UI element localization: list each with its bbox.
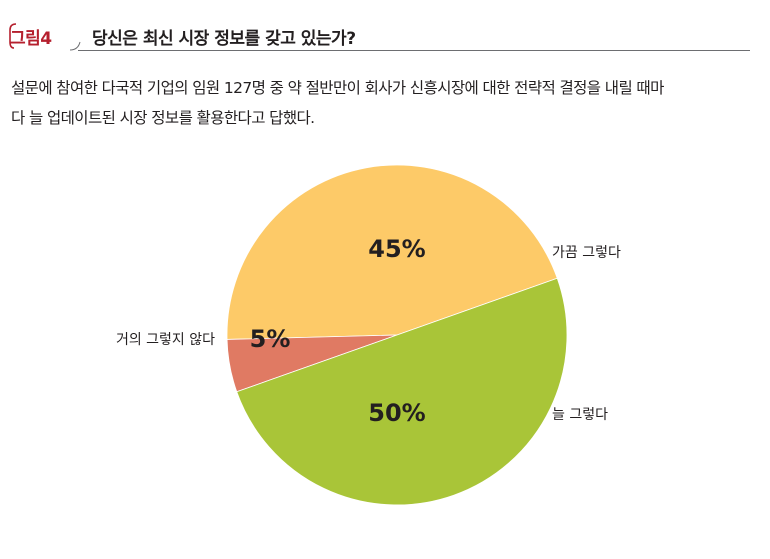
slice-always <box>236 277 568 506</box>
header-bracket-decoration <box>9 23 81 51</box>
slice-label-rarely: 거의 그렇지 않다 <box>116 332 215 348</box>
description-line-2: 다 늘 업데이트된 시장 정보를 활용한다고 답했다. <box>11 109 315 127</box>
slice-label-often: 가끔 그렇다 <box>552 245 621 261</box>
figure-title: 당신은 최신 시장 정보를 갖고 있는가? <box>92 29 356 49</box>
figure-description: 설문에 참여한 다국적 기업의 임원 127명 중 약 절반만이 회사가 신흥시… <box>11 73 761 133</box>
description-line-1: 설문에 참여한 다국적 기업의 임원 127명 중 약 절반만이 회사가 신흥시… <box>11 79 664 97</box>
slice-value-always: 50% <box>368 399 425 427</box>
slice-label-always: 늘 그렇다 <box>552 407 608 423</box>
figure-header: 그림4 당신은 최신 시장 정보를 갖고 있는가? <box>8 20 750 52</box>
header-divider <box>78 50 750 51</box>
figure-number: 그림4 <box>10 29 52 49</box>
slice-value-rarely: 5% <box>250 325 291 353</box>
slice-often <box>226 164 558 340</box>
slice-value-often: 45% <box>368 235 425 263</box>
